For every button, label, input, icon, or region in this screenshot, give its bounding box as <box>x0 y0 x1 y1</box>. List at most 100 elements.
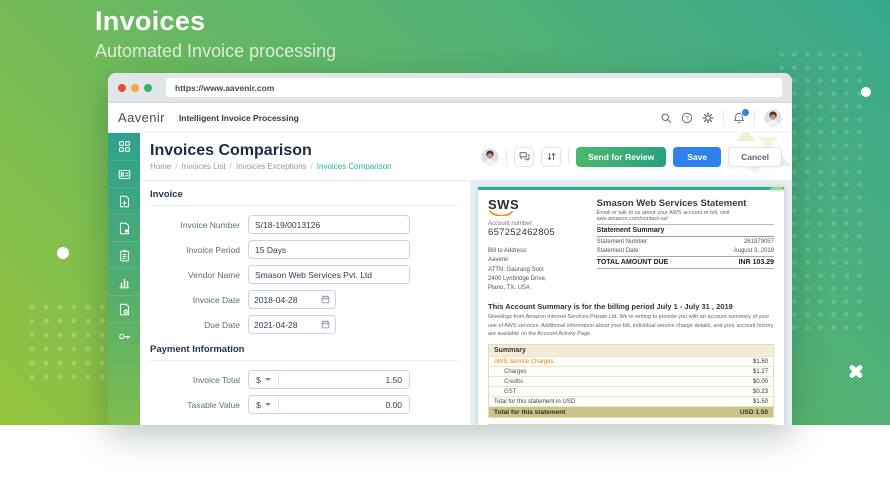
statement-contact: Email or talk to us about your AWS accou… <box>596 209 774 225</box>
key-icon <box>118 330 131 343</box>
save-button[interactable]: Save <box>673 146 722 167</box>
form-row: Invoice Total $ <box>150 370 458 389</box>
field-label: Taxable Value <box>187 399 240 410</box>
file-gear-icon <box>118 303 131 316</box>
send-for-review-button[interactable]: Send for Review <box>576 146 667 167</box>
dot-grid-decoration <box>25 300 111 382</box>
dot-decoration <box>57 247 69 259</box>
product-name: Intelligent Invoice Processing <box>178 112 299 123</box>
form-row: Taxable Value $ <box>150 395 458 414</box>
statement-number-row: Statement Number: 261979057 <box>596 238 774 245</box>
chevron-down-icon <box>264 378 271 381</box>
sidebar-nav <box>108 133 140 425</box>
account-number-label: Account number: <box>488 221 534 227</box>
dot-decoration <box>861 87 871 97</box>
invoice-date-input[interactable] <box>254 294 321 305</box>
section-title-payment: Payment Information <box>150 344 458 361</box>
main-content: Invoices Comparison HomeInvoices ListInv… <box>140 133 792 425</box>
sidebar-item-vendors[interactable] <box>108 160 140 187</box>
file-dot-icon <box>118 222 131 235</box>
table-row: Total for this statement in USD $1.50 <box>489 396 773 407</box>
document-header-right: Smason Web Services Statement Email or t… <box>596 197 774 293</box>
calendar-icon[interactable] <box>321 320 330 329</box>
page-title-block: Invoices Comparison HomeInvoices ListInv… <box>150 142 391 172</box>
window-minimize-button[interactable] <box>131 83 139 92</box>
section-title-invoice: Invoice <box>150 189 458 206</box>
invoice-total-input[interactable] <box>279 371 409 388</box>
invoice-number-input[interactable] <box>248 215 410 234</box>
sidebar-item-dashboard[interactable] <box>108 133 140 160</box>
field-label: Invoice Number <box>180 219 240 230</box>
divider <box>506 149 508 164</box>
sidebar-item-access[interactable] <box>108 322 140 349</box>
comments-button[interactable] <box>514 146 535 167</box>
app-header: Aavenir Intelligent Invoice Processing <box>108 103 792 133</box>
currency-select[interactable]: $ <box>249 371 279 388</box>
notifications-button[interactable] <box>733 107 750 124</box>
due-date-input[interactable] <box>254 319 321 330</box>
page-header: Invoices Comparison HomeInvoices ListInv… <box>140 133 792 181</box>
sws-logo-text: SWS <box>488 197 520 212</box>
cancel-button[interactable]: Cancel <box>728 146 782 167</box>
user-card-icon <box>118 168 131 181</box>
bar-chart-icon <box>118 276 131 289</box>
cross-decoration <box>847 362 865 380</box>
sort-button[interactable] <box>541 146 562 167</box>
greeting-paragraph: Greetings from Amazon Internet Services … <box>488 314 774 337</box>
breadcrumb-invoices-list[interactable]: Invoices List <box>171 162 225 171</box>
assignee-avatar[interactable] <box>481 148 499 166</box>
browser-window: Aavenir Intelligent Invoice Processing <box>108 73 792 425</box>
hero-subtitle: Automated Invoice processing <box>95 41 337 61</box>
invoice-total-field: $ <box>248 370 410 389</box>
field-label: Invoice Period <box>186 244 240 255</box>
breadcrumb-invoices-exceptions[interactable]: Invoices Exceptions <box>226 162 307 171</box>
invoice-period-input[interactable] <box>248 240 410 259</box>
vendor-name-input[interactable] <box>248 265 410 284</box>
logo-text: Aavenir <box>118 110 165 125</box>
invoice-document: SWS Account number: 657252462805 Bill to… <box>478 187 784 425</box>
invoice-preview-panel[interactable]: SWS Account number: 657252462805 Bill to… <box>470 181 792 425</box>
currency-select[interactable]: $ <box>249 396 279 413</box>
divider <box>723 110 724 125</box>
sidebar-item-invoice-settings[interactable] <box>108 295 140 322</box>
window-close-button[interactable] <box>118 83 126 92</box>
sort-icon <box>546 151 557 162</box>
form-row: Due Date <box>150 315 458 334</box>
chat-icon <box>519 151 530 162</box>
aavenir-logo[interactable]: Aavenir <box>117 110 165 128</box>
field-label: Invoice Date <box>192 294 240 305</box>
table-row: Credits $0.00 <box>489 376 773 387</box>
calendar-icon[interactable] <box>321 295 330 304</box>
summary-table-header: Summary <box>489 345 773 357</box>
sws-logo: SWS <box>488 197 520 216</box>
divider <box>568 149 570 164</box>
statement-title: Smason Web Services Statement <box>596 198 747 209</box>
user-avatar[interactable] <box>764 109 782 127</box>
search-icon[interactable] <box>660 112 672 124</box>
content-panels: Invoice Invoice Number Invoice Period Ve… <box>140 181 792 425</box>
page-title: Invoices Comparison <box>150 141 312 159</box>
page-actions: Send for Review Save Cancel <box>481 146 782 167</box>
bill-to-address: Bill to Address: Aavenir ATTN: Gaurang S… <box>488 248 547 292</box>
settings-gear-icon[interactable] <box>702 112 714 124</box>
sidebar-item-tasks[interactable] <box>108 241 140 268</box>
sidebar-item-invoice-status[interactable] <box>108 214 140 241</box>
total-amount-due-row: TOTAL AMOUNT DUE INR 103.29 <box>596 256 774 269</box>
url-input[interactable] <box>166 78 782 97</box>
breadcrumb-home[interactable]: Home <box>150 162 172 172</box>
breadcrumb: HomeInvoices ListInvoices ExceptionsInvo… <box>150 162 391 171</box>
taxable-value-input[interactable] <box>279 396 409 413</box>
window-maximize-button[interactable] <box>144 83 152 92</box>
statement-summary-heading: Statement Summary <box>596 225 774 237</box>
sidebar-item-reports[interactable] <box>108 268 140 295</box>
help-icon[interactable] <box>681 112 693 124</box>
table-row: Charges $1.27 <box>489 366 773 377</box>
account-number: 657252462805 <box>488 227 556 238</box>
currency-symbol: $ <box>256 374 261 385</box>
sidebar-item-create-invoice[interactable] <box>108 187 140 214</box>
file-plus-icon <box>118 195 131 208</box>
chevron-down-icon <box>264 403 271 406</box>
document-header-left: SWS Account number: 657252462805 Bill to… <box>488 197 597 293</box>
app-header-actions <box>660 107 782 127</box>
form-row: Vendor Name <box>150 265 458 284</box>
